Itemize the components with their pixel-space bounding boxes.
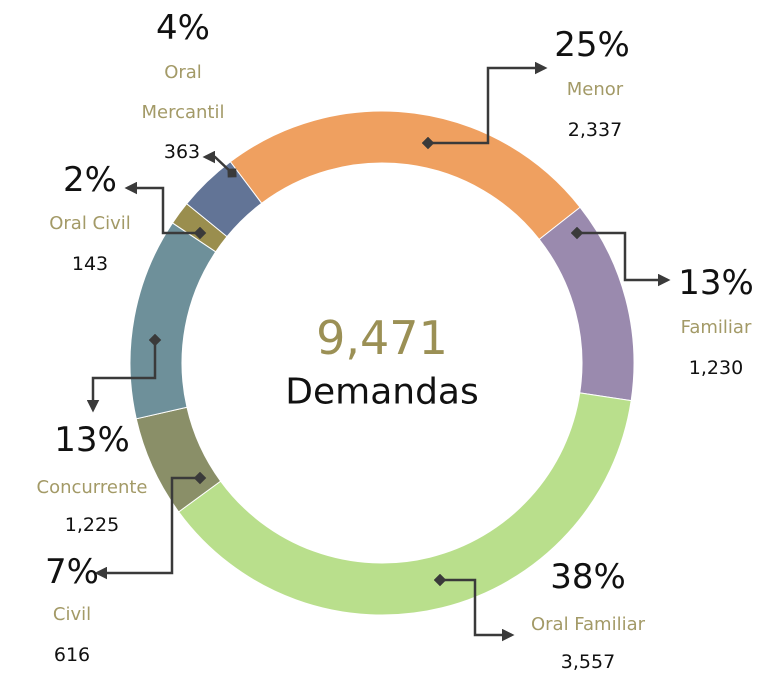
category-label: Concurrente (36, 477, 148, 498)
value-label: 1,225 (64, 514, 120, 536)
value-label: 616 (53, 644, 91, 666)
leader-line (86, 333, 162, 413)
center-value: 9,471 (316, 311, 448, 365)
leader-line (202, 150, 237, 178)
percent-label: 25% (554, 25, 630, 65)
category-label: Civil (52, 604, 92, 625)
percent-label: 13% (54, 420, 130, 460)
value-label: 2,337 (567, 119, 623, 141)
category-label: Oral Familiar (530, 614, 646, 635)
percent-label: 38% (550, 557, 626, 597)
percent-label: 2% (63, 160, 117, 200)
percent-label: 13% (678, 263, 754, 303)
percent-label: 4% (156, 8, 210, 48)
center-label: Demandas (285, 371, 479, 413)
category-label: Oral Civil (49, 213, 131, 234)
leader-line (421, 61, 548, 150)
category-label: Familiar (680, 317, 752, 338)
leaders (86, 61, 671, 642)
percent-label: 7% (45, 552, 99, 592)
value-label: 1,230 (688, 357, 744, 379)
value-label: 143 (71, 253, 109, 275)
value-label: 363 (163, 141, 201, 163)
value-label: 3,557 (560, 651, 616, 673)
leader-line (94, 471, 207, 580)
donut-segment (129, 222, 217, 420)
category-label: Menor (566, 79, 624, 100)
category-label: Oral Mercantil (141, 62, 225, 123)
leader-line (124, 181, 207, 240)
leader-line (433, 573, 515, 642)
donut-segment (538, 206, 635, 402)
donut-segment (229, 110, 581, 241)
leader-line (570, 226, 671, 287)
